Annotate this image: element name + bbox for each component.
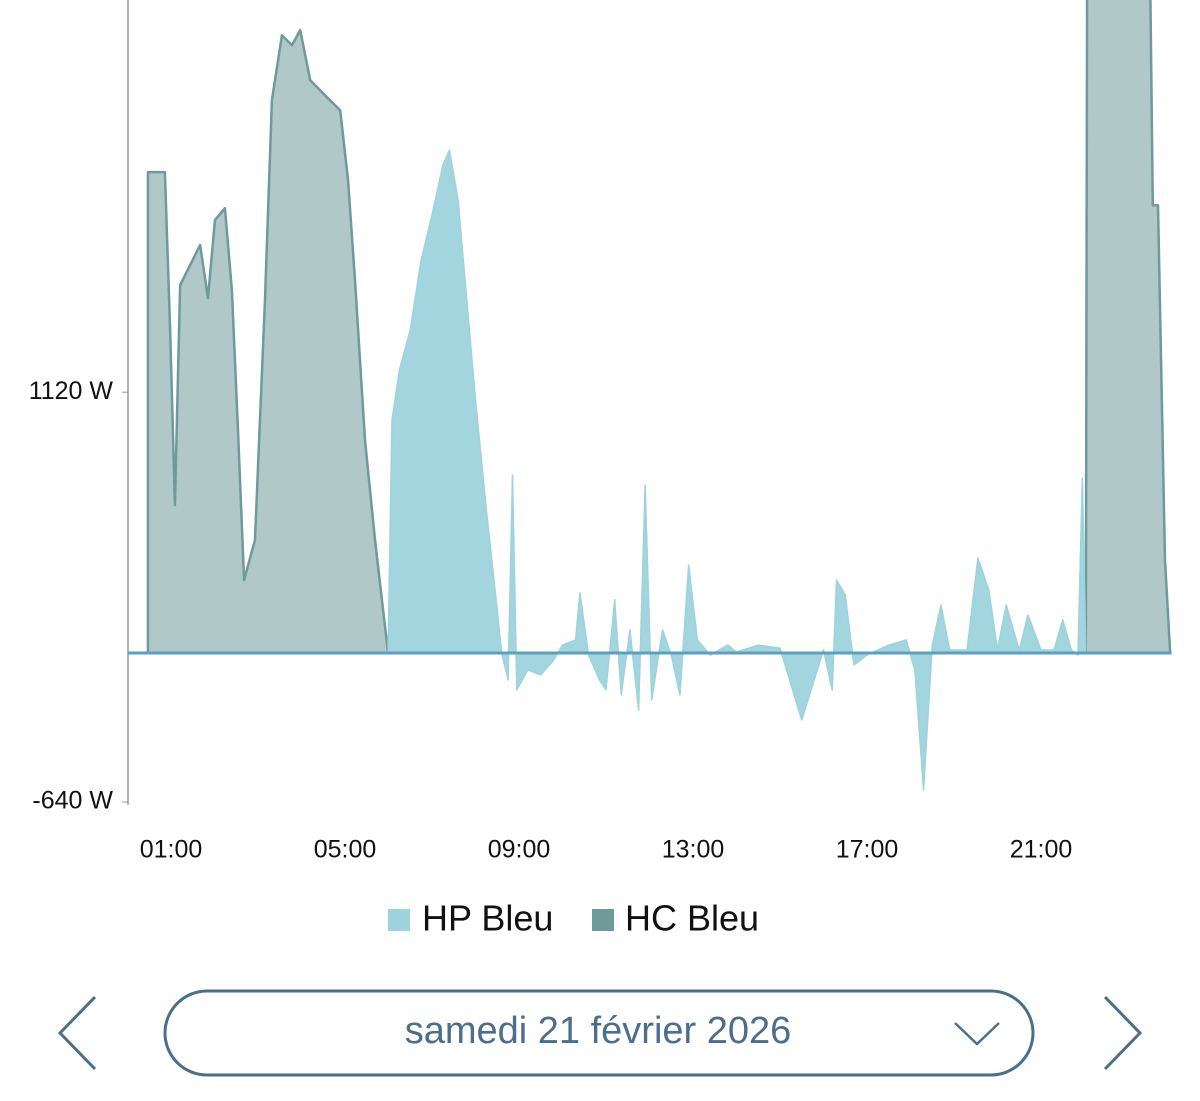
x-tick-label: 01:00	[140, 836, 203, 864]
plot-area	[146, 0, 1172, 791]
legend-swatch	[592, 909, 614, 931]
series-area	[387, 149, 1087, 791]
x-tick-label: 17:00	[836, 836, 899, 864]
y-tick-label: 1120 W	[29, 377, 114, 405]
x-tick-label: 13:00	[662, 836, 725, 864]
legend-swatch	[388, 909, 410, 931]
series-area	[146, 0, 1172, 655]
date-label[interactable]: samedi 21 février 2026	[405, 1010, 792, 1052]
legend-label: HC Bleu	[625, 898, 759, 939]
legend-label: HP Bleu	[422, 898, 553, 939]
x-tick-label: 05:00	[314, 836, 377, 864]
x-tick-label: 21:00	[1010, 836, 1073, 864]
y-tick-label: -640 W	[32, 787, 113, 815]
date-picker[interactable]	[163, 989, 1035, 1077]
next-day-button[interactable]	[1103, 995, 1143, 1071]
dropdown-chevron[interactable]	[954, 1022, 1000, 1046]
previous-day-button[interactable]	[57, 995, 97, 1071]
x-tick-label: 09:00	[488, 836, 551, 864]
